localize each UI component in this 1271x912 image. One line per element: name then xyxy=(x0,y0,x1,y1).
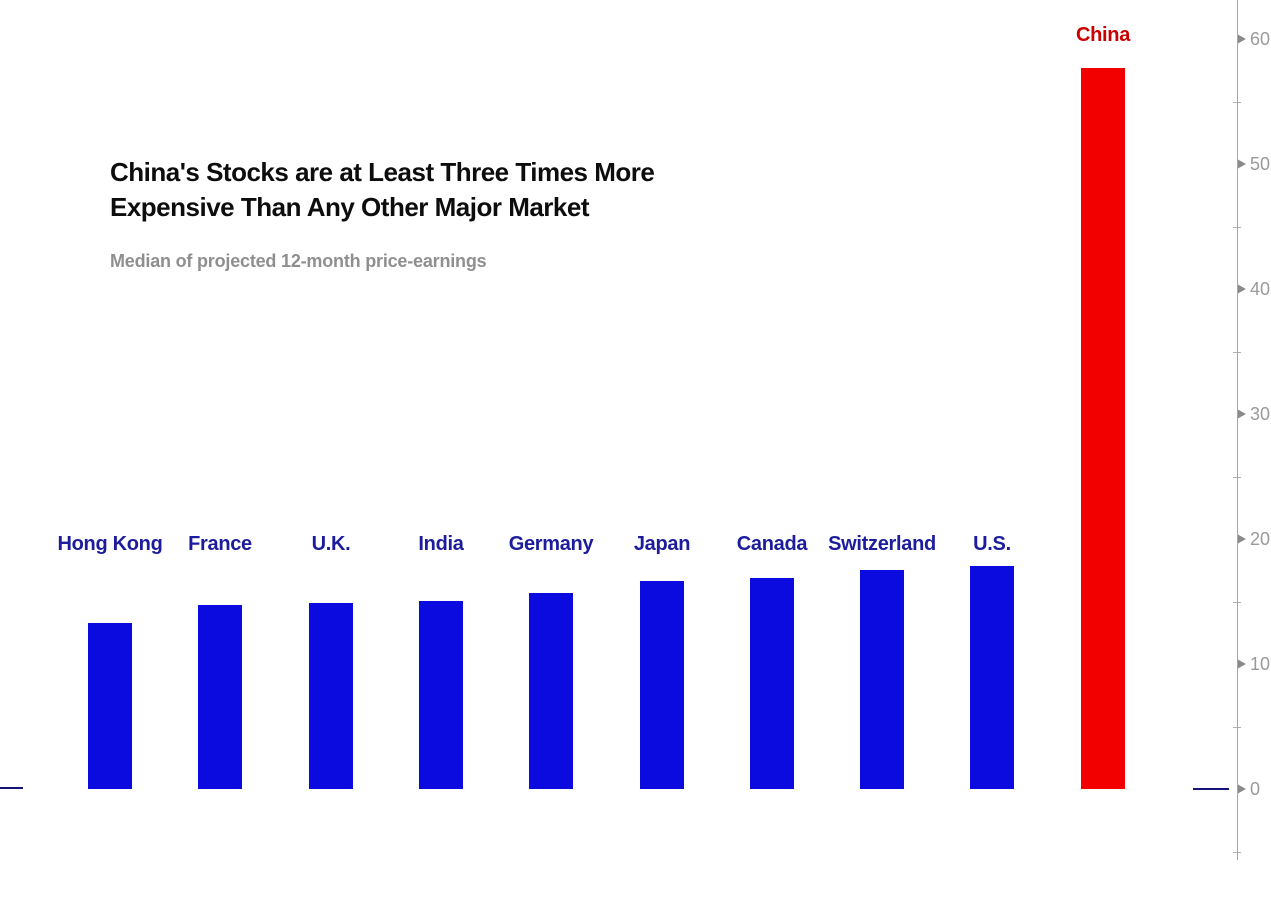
bar-label-u-k: U.K. xyxy=(311,533,351,555)
bar-india xyxy=(419,601,463,789)
bar-label-u-s: U.S. xyxy=(973,533,1011,555)
baseline-right-segment xyxy=(1193,788,1229,790)
bar-label-japan: Japan xyxy=(633,533,691,555)
y-tick-label-60: 60 xyxy=(1250,29,1271,49)
y-tick-arrow-40 xyxy=(1237,284,1246,294)
bar-japan xyxy=(640,581,684,789)
y-tick-arrow-60 xyxy=(1237,34,1246,44)
bar-label-germany: Germany xyxy=(508,533,594,555)
y-tick-label-0: 0 xyxy=(1250,779,1261,799)
bar-label-india: India xyxy=(418,533,464,555)
y-tick-label-50: 50 xyxy=(1250,154,1271,174)
y-tick-label-40: 40 xyxy=(1250,279,1271,299)
bar-u-k xyxy=(309,603,353,789)
chart-subtitle: Median of projected 12-month price-earni… xyxy=(110,251,487,271)
bar-canada xyxy=(750,578,794,789)
chart-title-line1: China's Stocks are at Least Three Times … xyxy=(110,157,655,187)
y-tick-label-20: 20 xyxy=(1250,529,1271,549)
y-tick-arrow-20 xyxy=(1237,534,1246,544)
y-axis-line xyxy=(1237,0,1238,860)
bar-hong-kong xyxy=(88,623,132,789)
bar-u-s xyxy=(970,566,1014,789)
y-tick-arrow-50 xyxy=(1237,159,1246,169)
bar-label-france: France xyxy=(188,533,252,555)
bar-label-china: China xyxy=(1075,24,1131,46)
bar-france xyxy=(198,605,242,789)
baseline-left-segment xyxy=(0,787,23,789)
y-tick-label-10: 10 xyxy=(1250,654,1271,674)
bar-label-hong-kong: Hong Kong xyxy=(57,533,163,555)
y-tick-arrow-30 xyxy=(1237,409,1246,419)
y-tick-label-30: 30 xyxy=(1250,404,1271,424)
bar-switzerland xyxy=(860,570,904,789)
bar-label-switzerland: Switzerland xyxy=(828,533,936,555)
bar-germany xyxy=(529,593,573,789)
bar-label-canada: Canada xyxy=(736,533,808,555)
chart-title-line2: Expensive Than Any Other Major Market xyxy=(110,192,590,222)
bar-china xyxy=(1081,68,1125,789)
y-tick-arrow-10 xyxy=(1237,659,1246,669)
y-tick-arrow-0 xyxy=(1237,784,1246,794)
chart-title: China's Stocks are at Least Three Times … xyxy=(110,155,750,225)
